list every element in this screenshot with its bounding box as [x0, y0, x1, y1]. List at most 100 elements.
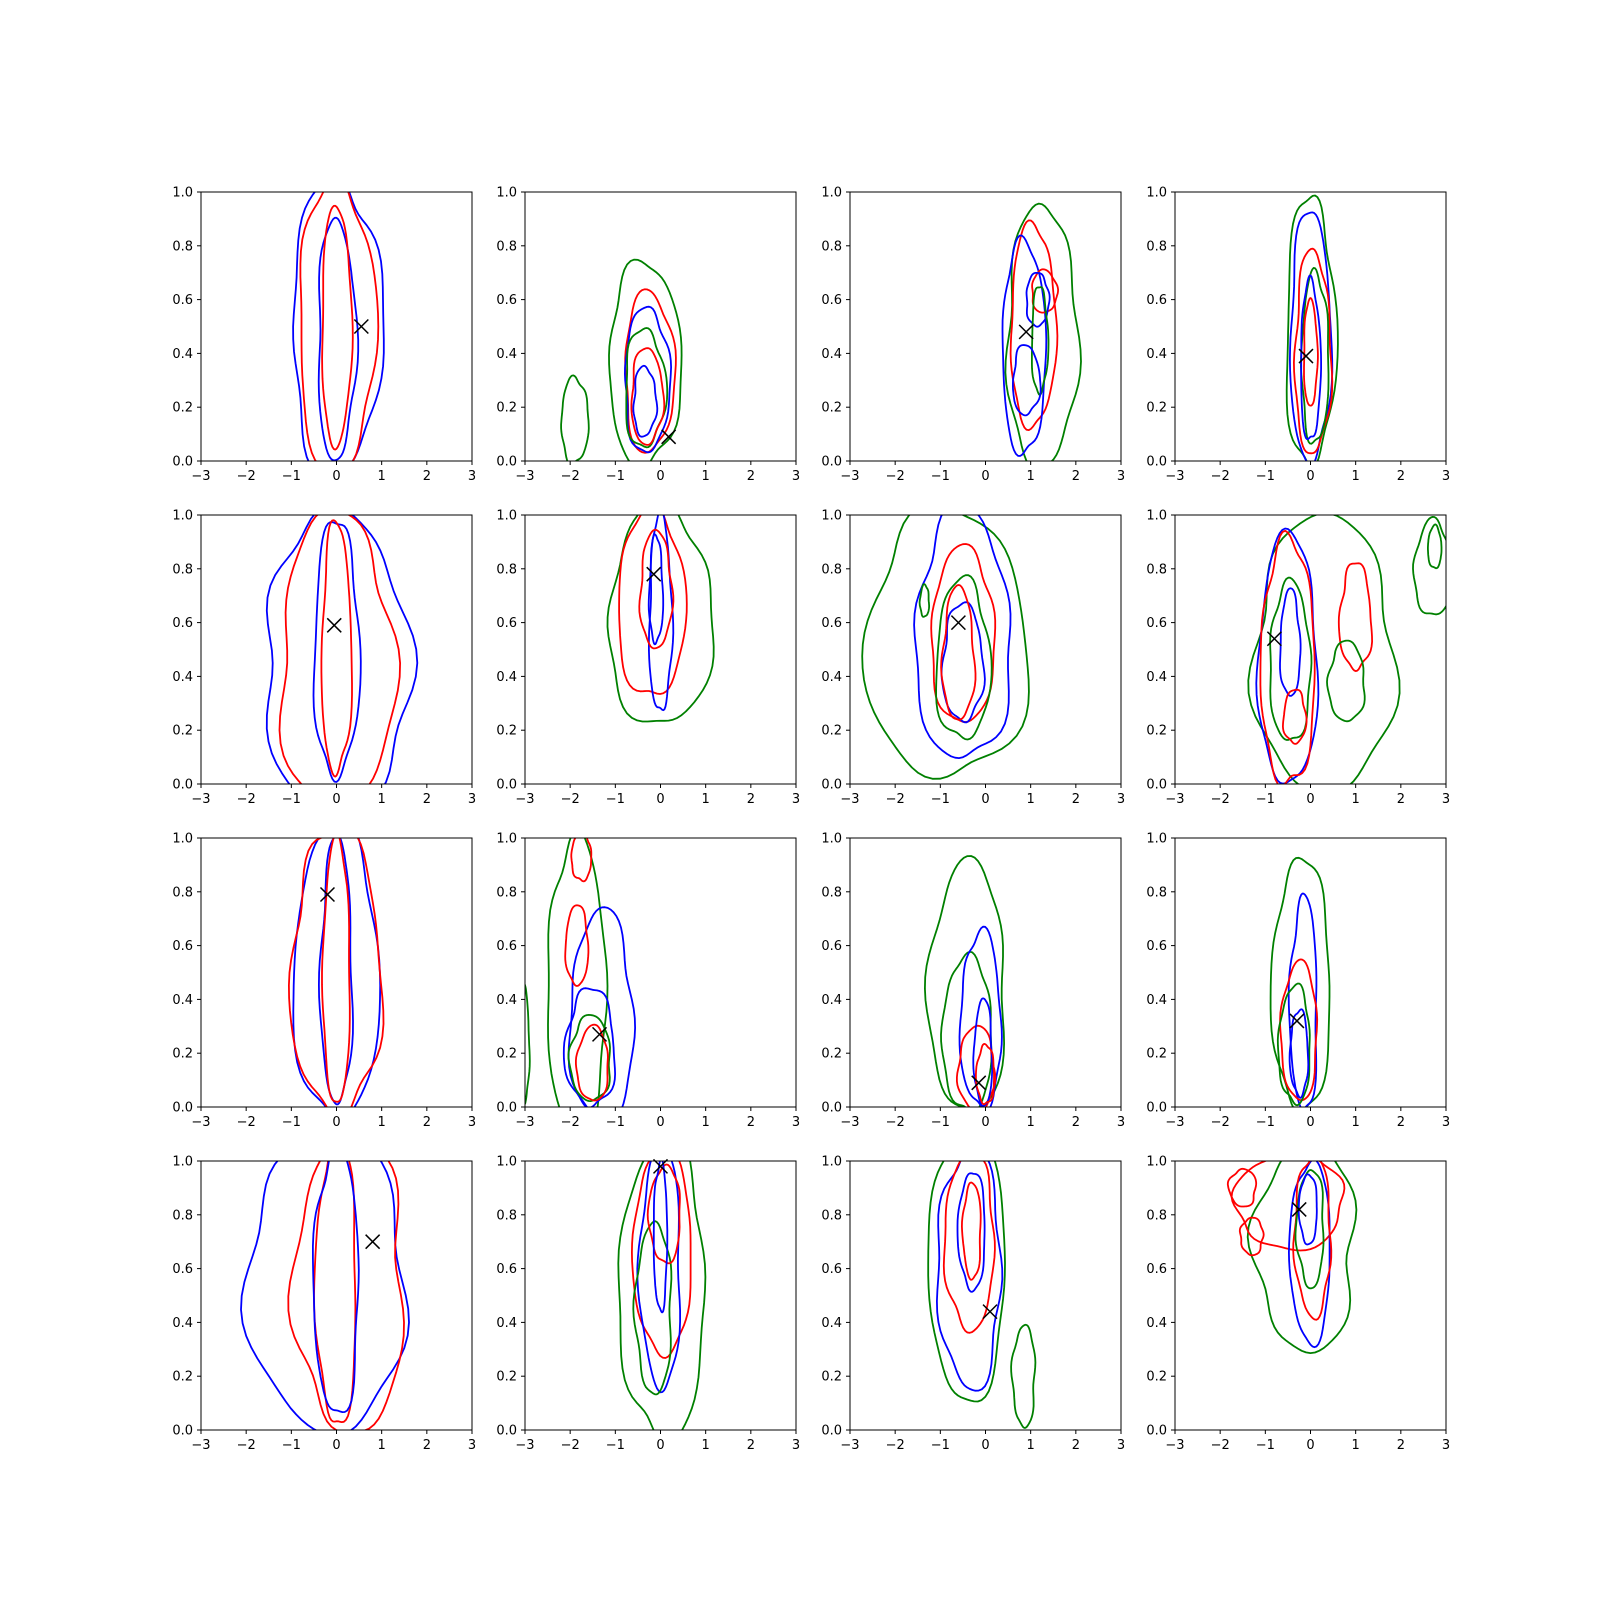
- y-tick-label: 0.2: [821, 1370, 842, 1385]
- marker-x: [1298, 348, 1314, 364]
- contour-red: [961, 1181, 982, 1281]
- x-tick-label: −3: [1165, 469, 1184, 484]
- x-tick-label: 2: [423, 792, 431, 807]
- y-tick-label: 0.4: [496, 670, 517, 685]
- contour-group: [1247, 515, 1446, 784]
- x-tick-label: 3: [1442, 1438, 1450, 1453]
- x-tick-label: −1: [282, 1438, 301, 1453]
- x-tick-label: 1: [702, 469, 710, 484]
- y-tick-label: 0.4: [1146, 993, 1167, 1008]
- x-tick-label: −2: [886, 1115, 905, 1130]
- y-tick-label: 1.0: [172, 1155, 193, 1170]
- panels-layer: −3 −2 −1 0 1 2 3 0.0 0.2 0.4 0.6 0.8 1.0 −3 −2 −1 0 1 2 3 0.…: [172, 186, 1450, 1454]
- contour-red: [940, 584, 977, 721]
- y-tick-label: 1.0: [172, 509, 193, 524]
- x-tick-label: −3: [191, 1438, 210, 1453]
- contour-red: [564, 904, 590, 987]
- y-tick-label: 1.0: [496, 186, 517, 201]
- contour-blue: [972, 997, 994, 1107]
- x-tick-label: 0: [981, 1115, 989, 1130]
- contour-green: [1246, 1161, 1358, 1354]
- y-tick-label: 0.2: [821, 401, 842, 416]
- contour-blue: [312, 1161, 360, 1413]
- y-tick-label: 0.8: [821, 562, 842, 577]
- contour-green: [547, 838, 609, 1107]
- x-tick-label: 1: [1027, 469, 1035, 484]
- y-tick-label: 0.0: [172, 1101, 193, 1116]
- contour-red: [930, 543, 997, 723]
- x-tick-label: 1: [702, 1115, 710, 1130]
- y-tick-label: 1.0: [821, 186, 842, 201]
- contour-red: [278, 515, 401, 784]
- y-tick-label: 0.8: [821, 1208, 842, 1223]
- y-tick-label: 0.4: [496, 993, 517, 1008]
- contour-red: [1226, 1167, 1258, 1208]
- contour-green: [1294, 1169, 1325, 1290]
- y-tick-label: 0.6: [172, 939, 193, 954]
- contour-green: [1004, 202, 1082, 461]
- y-tick-label: 0.0: [496, 1424, 517, 1439]
- y-tick-label: 0.0: [821, 778, 842, 793]
- contour-blue: [624, 305, 672, 454]
- y-tick-label: 0.4: [172, 670, 193, 685]
- x-tick-label: −1: [282, 469, 301, 484]
- x-tick-label: −3: [515, 792, 534, 807]
- y-tick-label: 0.4: [1146, 347, 1167, 362]
- marker-x: [646, 566, 662, 582]
- x-tick-label: 1: [702, 1438, 710, 1453]
- x-tick-label: 3: [1117, 1438, 1125, 1453]
- contour-red: [575, 1023, 609, 1102]
- x-tick-label: −2: [237, 792, 256, 807]
- x-tick-label: −2: [886, 792, 905, 807]
- y-tick-label: 1.0: [1146, 186, 1167, 201]
- y-tick-label: 0.4: [172, 1316, 193, 1331]
- x-tick-label: −3: [515, 469, 534, 484]
- y-tick-label: 0.0: [821, 1424, 842, 1439]
- x-tick-label: −1: [931, 1115, 950, 1130]
- x-tick-label: −3: [1165, 1115, 1184, 1130]
- y-tick-label: 0.2: [496, 401, 517, 416]
- x-tick-label: −2: [886, 469, 905, 484]
- y-tick-label: 0.0: [821, 455, 842, 470]
- contour-green: [1031, 286, 1050, 396]
- contour-green: [560, 374, 590, 461]
- x-tick-label: 1: [1352, 792, 1360, 807]
- axes-frame: [200, 191, 473, 462]
- y-tick-label: 0.2: [1146, 724, 1167, 739]
- y-tick-label: 0.2: [1146, 1047, 1167, 1062]
- contour-group: [240, 1161, 410, 1430]
- contour-red: [956, 1024, 997, 1107]
- x-tick-label: 2: [747, 1115, 755, 1130]
- contour-group: [924, 855, 1005, 1107]
- y-tick-label: 1.0: [496, 509, 517, 524]
- y-tick-label: 0.6: [172, 293, 193, 308]
- contour-blue: [265, 515, 419, 784]
- contour-red: [1031, 268, 1059, 314]
- x-tick-label: −2: [561, 1438, 580, 1453]
- y-tick-label: 0.2: [821, 1047, 842, 1062]
- y-tick-label: 0.2: [1146, 401, 1167, 416]
- y-tick-label: 0.4: [821, 670, 842, 685]
- axes-frame: [1174, 837, 1447, 1108]
- contour-blue: [647, 533, 665, 646]
- contour-green: [617, 1161, 707, 1430]
- marker-x: [950, 615, 966, 631]
- x-tick-label: 2: [423, 1115, 431, 1130]
- y-tick-label: 0.2: [496, 1047, 517, 1062]
- marker-x: [1289, 1013, 1305, 1029]
- contour-green: [1269, 576, 1313, 741]
- contour-red: [570, 838, 593, 883]
- x-tick-label: 1: [378, 1115, 386, 1130]
- x-tick-label: −2: [561, 469, 580, 484]
- x-tick-label: 3: [792, 792, 800, 807]
- contour-blue: [240, 1161, 410, 1430]
- y-tick-label: 0.2: [496, 1370, 517, 1385]
- x-tick-label: −2: [237, 1115, 256, 1130]
- y-tick-label: 0.0: [172, 455, 193, 470]
- y-tick-label: 0.6: [821, 939, 842, 954]
- marker-x: [982, 1304, 998, 1320]
- panel-r1-c2: −3 −2 −1 0 1 2 3 0.0 0.2 0.4 0.6 0.8 1.0: [821, 509, 1125, 808]
- x-tick-label: 1: [1352, 1438, 1360, 1453]
- x-tick-label: −2: [1211, 792, 1230, 807]
